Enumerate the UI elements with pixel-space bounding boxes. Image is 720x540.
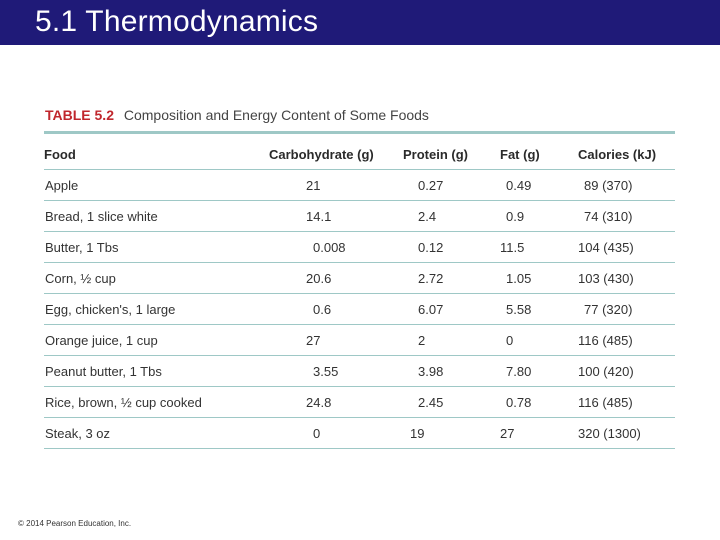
calories-cell: 116 (485) (578, 386, 675, 418)
slide-title: 5.1 Thermodynamics (35, 5, 319, 38)
fat-cell: 0.49 (500, 169, 578, 201)
calories-cell: 116 (485) (578, 324, 675, 356)
calories-cell: 74 (310) (578, 200, 675, 232)
table-header-row: Food Carbohydrate (g) Protein (g) Fat (g… (44, 140, 675, 170)
table-row: Rice, brown, ½ cup cooked 24.8 2.45 0.78… (44, 386, 675, 418)
protein-cell: 2.72 (403, 262, 500, 294)
table-row: Egg, chicken's, 1 large 0.6 6.07 5.58 77… (44, 293, 675, 325)
fat-cell: 7.80 (500, 355, 578, 387)
table-row: Peanut butter, 1 Tbs 3.55 3.98 7.80 100 … (44, 355, 675, 387)
calories-cell: 77 (320) (578, 293, 675, 325)
table-row: Orange juice, 1 cup 27 2 0 116 (485) (44, 324, 675, 356)
food-cell: Orange juice, 1 cup (44, 324, 269, 356)
table-caption-text: Composition and Energy Content of Some F… (123, 107, 429, 123)
protein-cell: 3.98 (403, 355, 500, 387)
calories-cell: 89 (370) (578, 169, 675, 201)
table-row: Apple 21 0.27 0.49 89 (370) (44, 169, 675, 201)
table-row: Steak, 3 oz 0 19 27 320 (1300) (44, 417, 675, 449)
carbohydrate-cell: 0.008 (269, 231, 403, 263)
table-row: Bread, 1 slice white 14.1 2.4 0.9 74 (31… (44, 200, 675, 232)
table-row: Butter, 1 Tbs 0.008 0.12 11.5 104 (435) (44, 231, 675, 263)
calories-cell: 320 (1300) (578, 417, 675, 449)
carbohydrate-cell: 24.8 (269, 386, 403, 418)
carbohydrate-cell: 21 (269, 169, 403, 201)
food-cell: Peanut butter, 1 Tbs (44, 355, 269, 387)
calories-cell: 100 (420) (578, 355, 675, 387)
carbohydrate-cell: 0 (269, 417, 403, 449)
protein-cell: 2 (403, 324, 500, 356)
food-cell: Bread, 1 slice white (44, 200, 269, 232)
column-header: Protein (g) (403, 140, 500, 170)
fat-cell: 5.58 (500, 293, 578, 325)
protein-cell: 0.27 (403, 169, 500, 201)
column-header: Fat (g) (500, 140, 578, 170)
fat-cell: 0.9 (500, 200, 578, 232)
fat-cell: 0 (500, 324, 578, 356)
food-cell: Steak, 3 oz (44, 417, 269, 449)
food-composition-table: Food Carbohydrate (g) Protein (g) Fat (g… (44, 140, 675, 449)
copyright-footer: © 2014 Pearson Education, Inc. (18, 519, 132, 528)
fat-cell: 11.5 (500, 231, 578, 263)
carbohydrate-cell: 0.6 (269, 293, 403, 325)
protein-cell: 0.12 (403, 231, 500, 263)
carbohydrate-cell: 14.1 (269, 200, 403, 232)
caption-divider (44, 131, 675, 134)
protein-cell: 6.07 (403, 293, 500, 325)
table-label: TABLE 5.2 (45, 107, 114, 123)
carbohydrate-cell: 27 (269, 324, 403, 356)
protein-cell: 19 (403, 417, 500, 449)
food-cell: Egg, chicken's, 1 large (44, 293, 269, 325)
calories-cell: 103 (430) (578, 262, 675, 294)
food-cell: Corn, ½ cup (44, 262, 269, 294)
table-row: Corn, ½ cup 20.6 2.72 1.05 103 (430) (44, 262, 675, 294)
food-cell: Rice, brown, ½ cup cooked (44, 386, 269, 418)
protein-cell: 2.45 (403, 386, 500, 418)
fat-cell: 27 (500, 417, 578, 449)
column-header: Calories (kJ) (578, 140, 675, 170)
carbohydrate-cell: 3.55 (269, 355, 403, 387)
fat-cell: 0.78 (500, 386, 578, 418)
calories-cell: 104 (435) (578, 231, 675, 263)
fat-cell: 1.05 (500, 262, 578, 294)
title-bar: 5.1 Thermodynamics (0, 0, 720, 45)
column-header: Carbohydrate (g) (269, 140, 403, 170)
table-caption: TABLE 5.2 Composition and Energy Content… (45, 107, 429, 123)
carbohydrate-cell: 20.6 (269, 262, 403, 294)
food-cell: Butter, 1 Tbs (44, 231, 269, 263)
protein-cell: 2.4 (403, 200, 500, 232)
column-header: Food (44, 140, 269, 170)
food-cell: Apple (44, 169, 269, 201)
